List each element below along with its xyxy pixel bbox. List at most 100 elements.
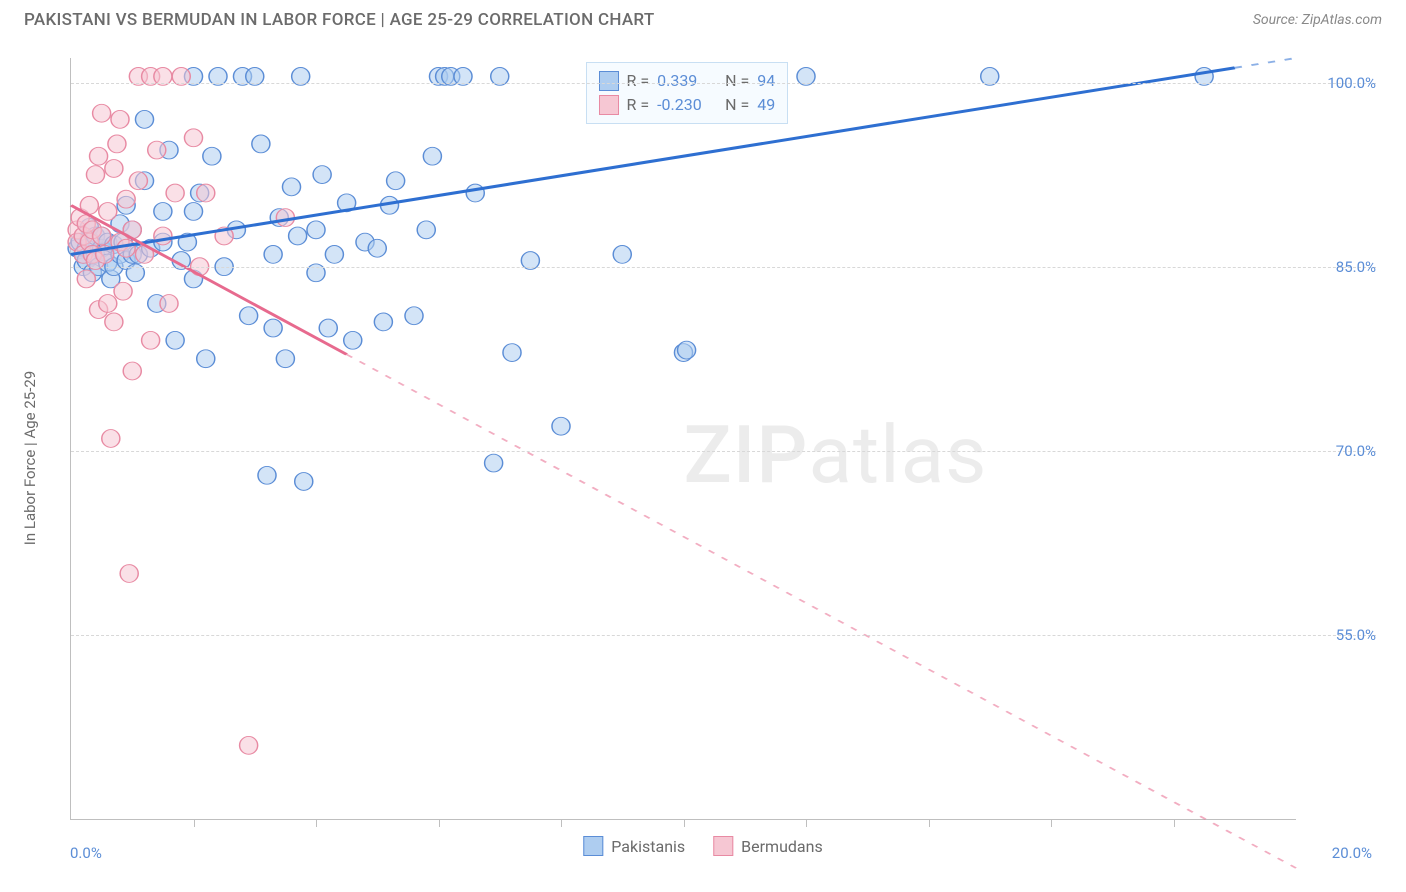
scatter-point xyxy=(240,307,258,325)
scatter-point xyxy=(99,295,117,313)
legend-swatch xyxy=(599,95,619,115)
legend-r-value: -0.230 xyxy=(657,95,717,114)
x-tick xyxy=(316,819,317,827)
scatter-point xyxy=(264,245,282,263)
scatter-point xyxy=(374,313,392,331)
scatter-point xyxy=(466,184,484,202)
trend-line-extrapolated xyxy=(347,354,1296,868)
chart-header: PAKISTANI VS BERMUDAN IN LABOR FORCE | A… xyxy=(0,0,1406,38)
scatter-point xyxy=(313,166,331,184)
scatter-point xyxy=(264,319,282,337)
scatter-point xyxy=(105,313,123,331)
scatter-point xyxy=(120,565,138,583)
gridline xyxy=(71,83,1376,84)
scatter-point xyxy=(613,245,631,263)
legend-swatch xyxy=(713,836,733,856)
chart-title: PAKISTANI VS BERMUDAN IN LABOR FORCE | A… xyxy=(24,10,655,30)
gridline xyxy=(71,267,1376,268)
scatter-point xyxy=(252,135,270,153)
gridline xyxy=(71,451,1376,452)
scatter-point xyxy=(240,736,258,754)
scatter-point xyxy=(117,239,135,257)
legend-n-value: 49 xyxy=(757,95,775,114)
x-axis-min-label: 0.0% xyxy=(70,844,102,862)
scatter-point xyxy=(77,270,95,288)
scatter-point xyxy=(503,344,521,362)
legend-row: R =-0.230N =49 xyxy=(599,93,776,117)
series-legend: Pakistanis Bermudans xyxy=(583,836,822,856)
scatter-point xyxy=(184,203,202,221)
y-tick-label: 85.0% xyxy=(1304,258,1376,276)
scatter-point xyxy=(129,172,147,190)
legend-swatch xyxy=(599,71,619,91)
scatter-point xyxy=(552,417,570,435)
scatter-point xyxy=(142,331,160,349)
scatter-point xyxy=(154,203,172,221)
x-tick xyxy=(439,819,440,827)
correlation-legend-box: R = 0.339 N = 94R = -0.230 N = 49 xyxy=(586,62,789,124)
scatter-point xyxy=(166,184,184,202)
scatter-point xyxy=(102,430,120,448)
legend-r-value: 0.339 xyxy=(657,71,717,90)
x-tick xyxy=(1051,819,1052,827)
scatter-point xyxy=(203,147,221,165)
y-tick-label: 55.0% xyxy=(1304,626,1376,644)
scatter-point xyxy=(111,110,129,128)
trend-line-extrapolated xyxy=(1235,58,1296,68)
scatter-point xyxy=(166,331,184,349)
legend-item: Pakistanis xyxy=(583,836,685,856)
legend-n-label: N = xyxy=(725,95,749,114)
scatter-point xyxy=(123,362,141,380)
scatter-point xyxy=(307,221,325,239)
scatter-point xyxy=(295,473,313,491)
gridline xyxy=(71,635,1376,636)
scatter-point xyxy=(99,203,117,221)
legend-label: Bermudans xyxy=(741,837,823,856)
scatter-point xyxy=(105,160,123,178)
legend-label: Pakistanis xyxy=(611,837,685,856)
scatter-point xyxy=(282,178,300,196)
scatter-point xyxy=(154,227,172,245)
scatter-point xyxy=(117,190,135,208)
scatter-point xyxy=(387,172,405,190)
legend-r-label: R = xyxy=(627,71,650,90)
x-tick xyxy=(561,819,562,827)
x-tick xyxy=(806,819,807,827)
scatter-point xyxy=(93,227,111,245)
scatter-point xyxy=(258,466,276,484)
chart-container: In Labor Force | Age 25-29 R = 0.339 N = 94… xyxy=(24,48,1382,868)
scatter-point xyxy=(417,221,435,239)
legend-row: R = 0.339 N = 94 xyxy=(599,69,776,93)
legend-item: Bermudans xyxy=(713,836,823,856)
plot-svg xyxy=(71,58,1296,819)
scatter-point xyxy=(86,166,104,184)
scatter-point xyxy=(344,331,362,349)
scatter-point xyxy=(678,341,696,359)
scatter-point xyxy=(289,227,307,245)
scatter-point xyxy=(405,307,423,325)
y-tick-label: 100.0% xyxy=(1304,74,1376,92)
y-tick-label: 70.0% xyxy=(1304,442,1376,460)
x-tick xyxy=(929,819,930,827)
scatter-point xyxy=(325,245,343,263)
scatter-point xyxy=(197,184,215,202)
scatter-point xyxy=(90,147,108,165)
legend-n-label: N = xyxy=(725,71,749,90)
scatter-point xyxy=(135,110,153,128)
x-axis-max-label: 20.0% xyxy=(1332,844,1372,862)
scatter-point xyxy=(423,147,441,165)
scatter-point xyxy=(197,350,215,368)
chart-source: Source: ZipAtlas.com xyxy=(1253,12,1382,28)
y-axis-title: In Labor Force | Age 25-29 xyxy=(21,371,39,545)
x-tick xyxy=(684,819,685,827)
scatter-point xyxy=(485,454,503,472)
scatter-point xyxy=(93,104,111,122)
legend-n-value: 94 xyxy=(757,71,775,90)
legend-swatch xyxy=(583,836,603,856)
scatter-point xyxy=(319,319,337,337)
scatter-point xyxy=(160,295,178,313)
x-tick xyxy=(194,819,195,827)
plot-area: R =0.339N =94R =-0.230N =49 ZIPatlas 100… xyxy=(70,58,1296,820)
scatter-point xyxy=(368,239,386,257)
scatter-point xyxy=(148,141,166,159)
